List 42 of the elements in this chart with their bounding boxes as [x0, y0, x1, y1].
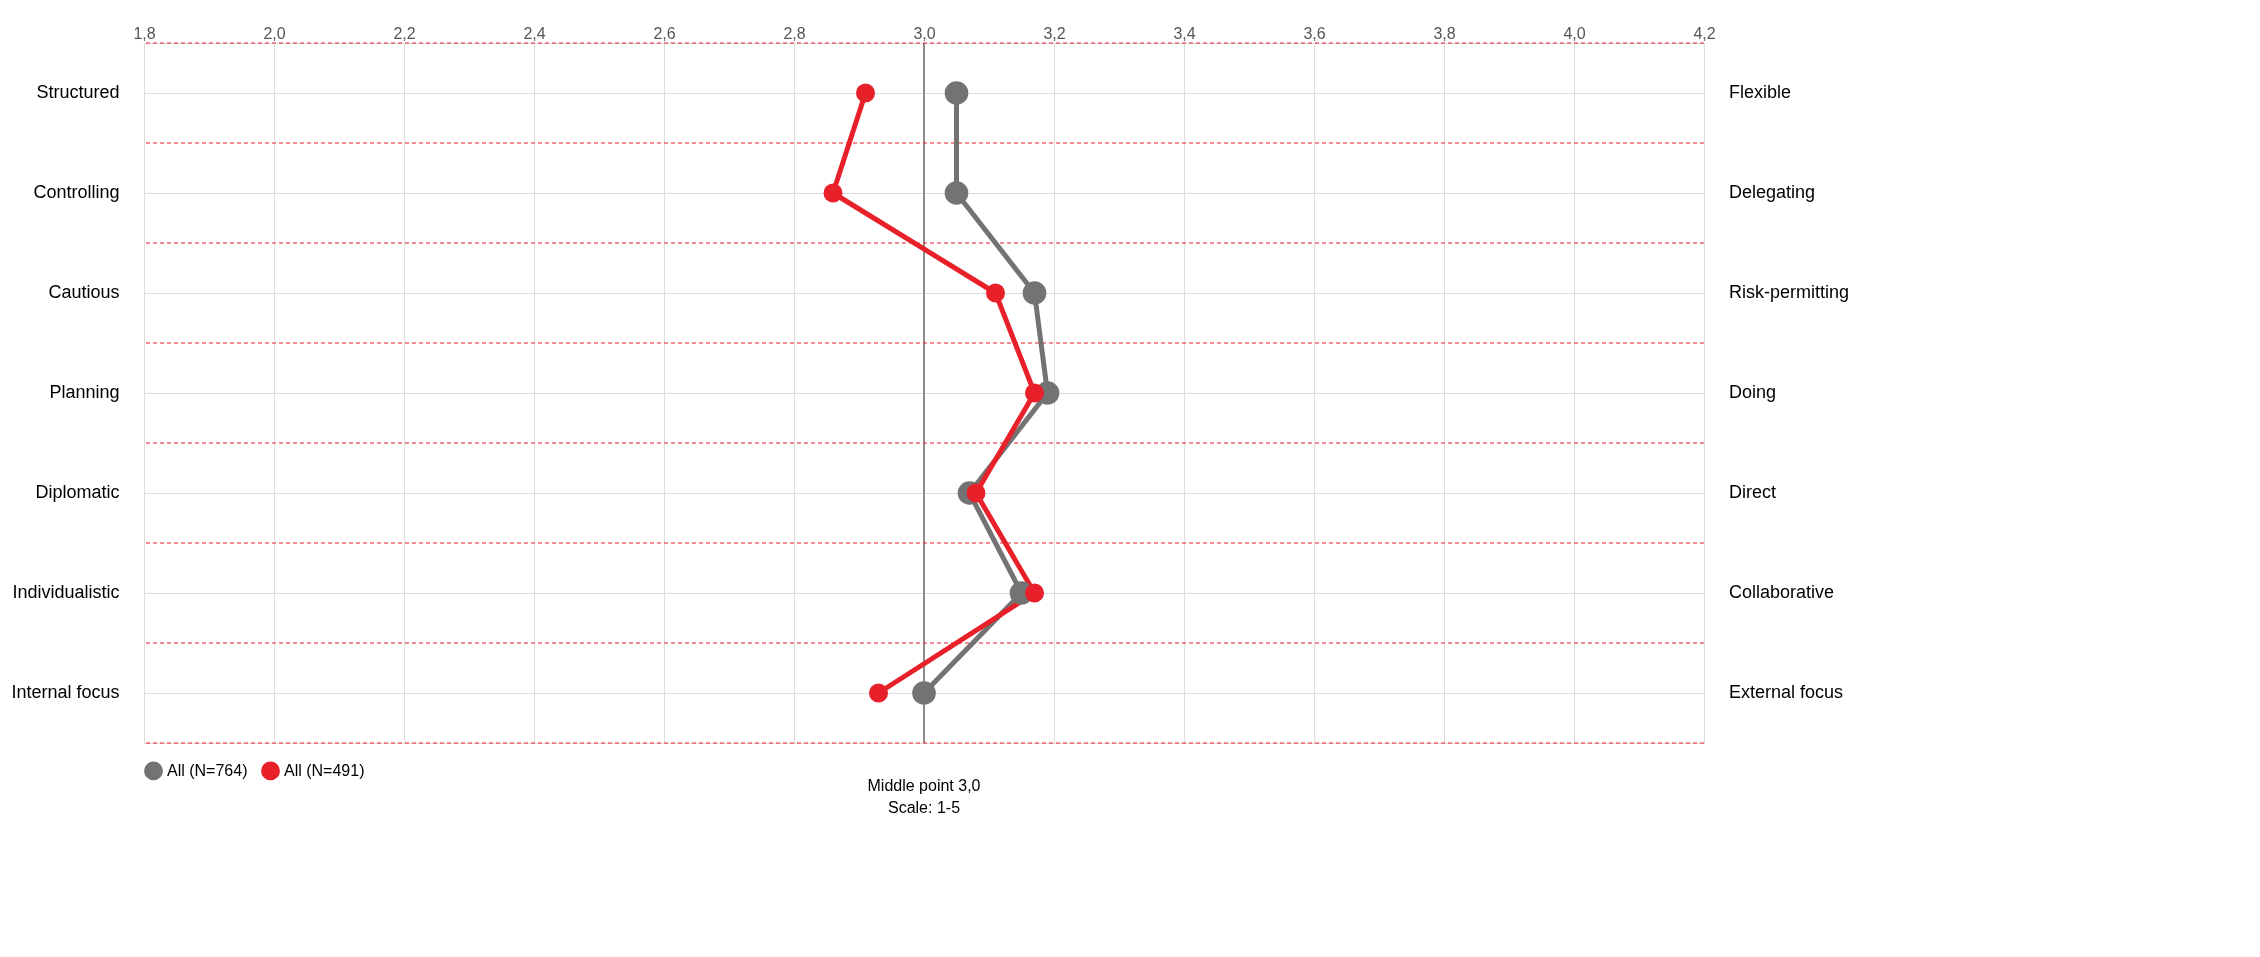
point	[823, 183, 843, 203]
y-tick-label: Structured	[36, 82, 120, 102]
x-tick-label: 1,8	[133, 24, 156, 42]
point	[856, 83, 875, 103]
legend-label: All (N=491)	[284, 761, 365, 779]
x-tick-label: 2,2	[393, 24, 416, 42]
x-tick-label: 4,2	[1693, 24, 1716, 42]
x-tick-label: 2,4	[523, 24, 546, 42]
y2-tick-label: Direct	[1729, 482, 1777, 502]
point	[869, 683, 888, 703]
point	[986, 283, 1005, 303]
x-tick-label: 2,0	[263, 24, 286, 42]
point	[944, 181, 969, 205]
x-tick-label: 3,6	[1303, 24, 1326, 42]
x-tick-label: 2,8	[783, 24, 806, 42]
y-tick-label: Planning	[49, 382, 120, 402]
point	[1022, 281, 1047, 305]
y-tick-label: Diplomatic	[35, 482, 120, 502]
x-tick-label: 4,0	[1563, 24, 1586, 42]
legend-label: All (N=764)	[167, 761, 248, 779]
point	[1025, 383, 1044, 403]
y-tick-label: Internal focus	[11, 682, 120, 702]
y2-tick-label: External focus	[1729, 682, 1844, 702]
text: Scale: 1-5	[887, 799, 961, 816]
point	[1025, 583, 1044, 603]
y-tick-label: Cautious	[48, 282, 120, 302]
y2-tick-label: Doing	[1729, 382, 1777, 402]
x-tick-label: 3,2	[1043, 24, 1066, 42]
y2-tick-label: Collaborative	[1729, 582, 1835, 602]
y-tick-label: Controlling	[33, 182, 120, 202]
y2-tick-label: Risk-permitting	[1729, 282, 1850, 302]
x-tick-label: 2,6	[653, 24, 676, 42]
point	[966, 483, 986, 503]
x-tick-label: 3,4	[1173, 24, 1196, 42]
point	[944, 81, 969, 105]
x-tick-label: 3,0	[913, 24, 936, 42]
ref-line-label: Middle point 3,0	[867, 777, 981, 794]
y2-tick-label: Delegating	[1729, 182, 1816, 202]
point	[912, 681, 936, 705]
x-tick-label: 3,8	[1433, 24, 1456, 42]
y2-tick-label: Flexible	[1729, 82, 1792, 102]
y-tick-label: Individualistic	[12, 582, 120, 602]
